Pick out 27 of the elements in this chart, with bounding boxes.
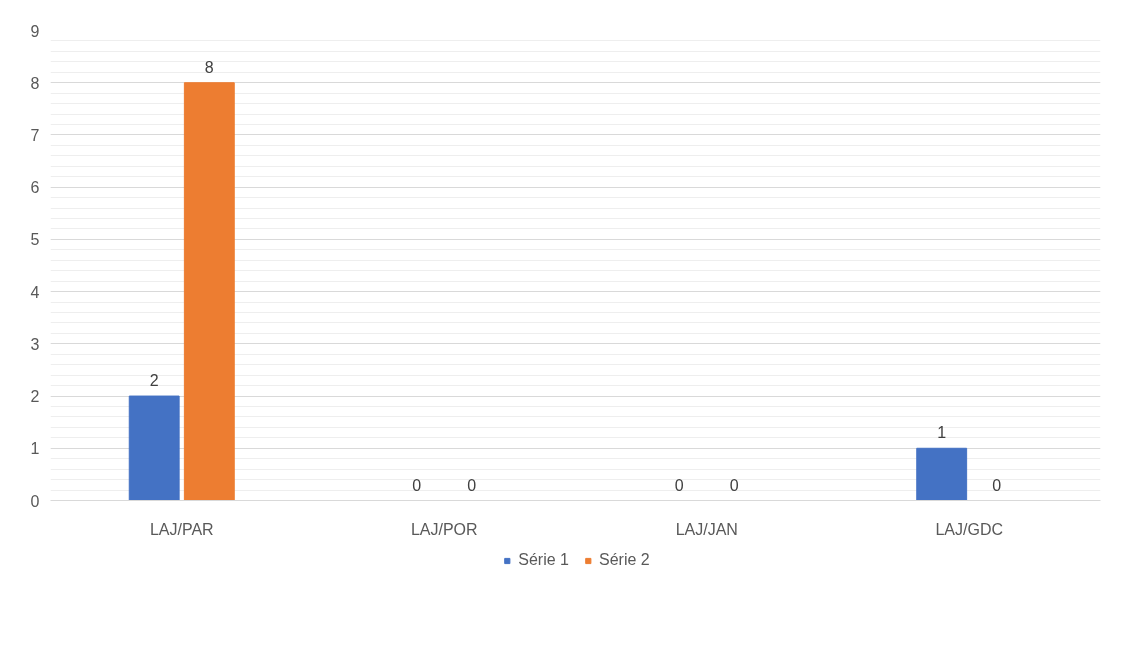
y-tick-label: 6 [30, 179, 40, 197]
bar [183, 82, 235, 501]
y-tick-label: 1 [30, 440, 40, 458]
data-label: 2 [149, 372, 159, 390]
bar [128, 395, 180, 501]
y-tick-label: 2 [30, 388, 40, 406]
x-tick-label: LAJ/JAN [675, 520, 738, 538]
data-label: 0 [412, 476, 422, 494]
legend-label: Série 1 [518, 551, 569, 569]
y-tick-label: 7 [30, 126, 40, 144]
legend-label: Série 2 [599, 551, 650, 569]
data-label: 0 [674, 476, 684, 494]
data-label: 0 [729, 476, 739, 494]
y-tick-label: 4 [30, 283, 40, 301]
y-tick-label: 8 [30, 74, 40, 92]
data-label: 0 [467, 476, 477, 494]
x-tick-label: LAJ/GDC [935, 520, 1004, 538]
y-tick-label: 5 [30, 231, 40, 249]
bar [916, 447, 968, 501]
data-label: 0 [992, 476, 1002, 494]
y-tick-label: 0 [30, 492, 40, 510]
x-tick-label: LAJ/POR [410, 520, 478, 538]
data-label: 1 [937, 424, 947, 442]
x-tick-label: LAJ/PAR [149, 520, 214, 538]
y-tick-label: 9 [30, 22, 40, 40]
data-label: 8 [204, 58, 214, 76]
y-tick-label: 3 [30, 335, 40, 353]
